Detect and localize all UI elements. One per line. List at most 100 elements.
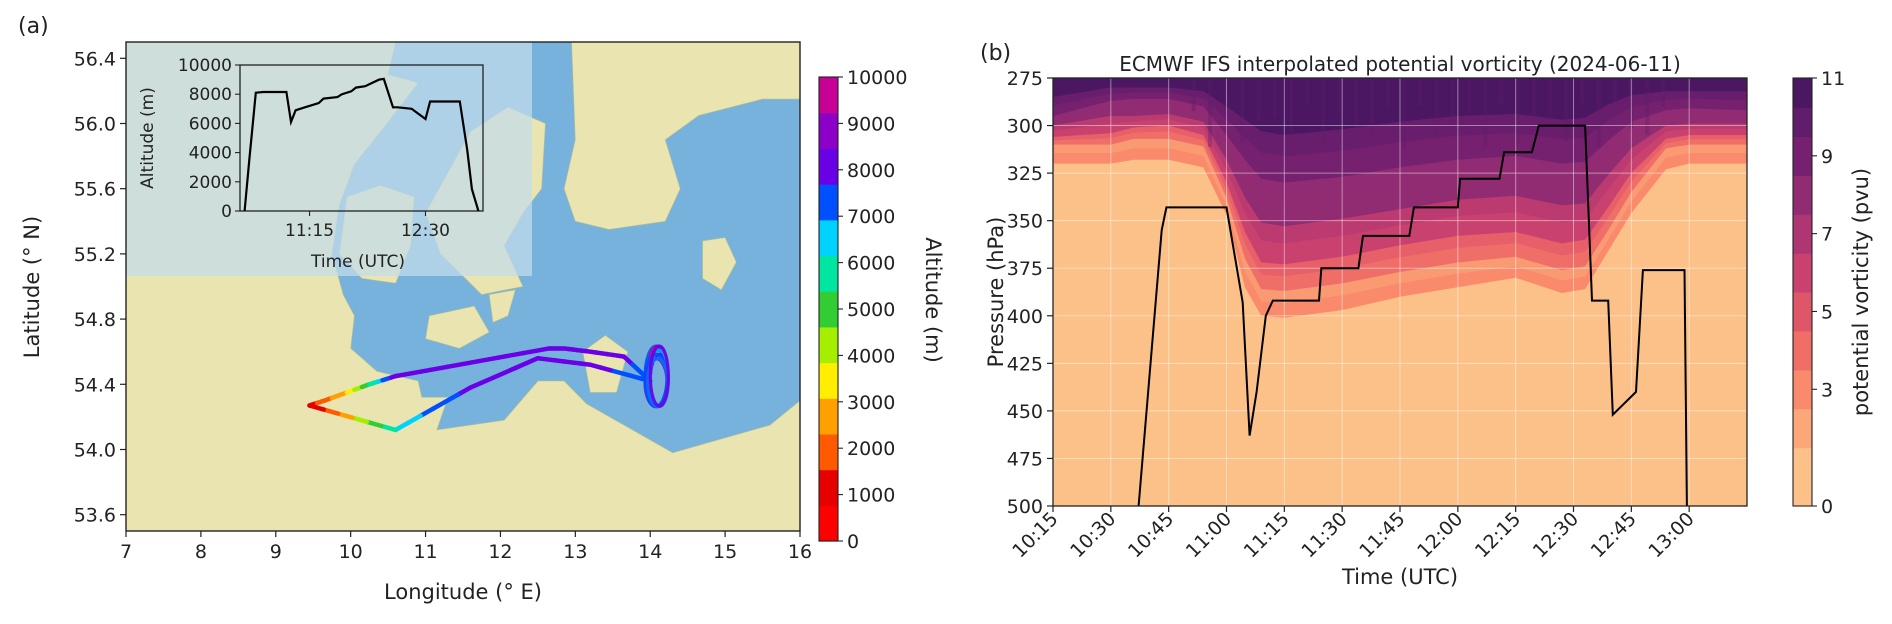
pv-streak xyxy=(1353,78,1358,128)
pv-streak xyxy=(1256,78,1261,120)
land-polygon xyxy=(702,237,737,291)
pv-streak xyxy=(1645,78,1650,135)
altitude-colorbar-tick-label: 7000 xyxy=(847,206,895,228)
pv-x-ticks: 10:15 10:30 10:45 11:00 11:15 11:30 11:45 12:00… xyxy=(1008,506,1699,562)
altitude-colorbar-band xyxy=(819,112,838,149)
map-x-tick-label: 8 xyxy=(195,541,207,563)
pv-streak xyxy=(1531,78,1536,119)
altitude-colorbar-label: Altitude (m) xyxy=(921,237,945,363)
altitude-colorbar-tick-label: 4000 xyxy=(847,345,895,367)
pv-streak xyxy=(1272,78,1277,120)
inset-x-tick-label: 12:30 xyxy=(401,221,450,241)
map-x-ticks: 7 8 9 10 11 12 13 14 15 16 xyxy=(120,531,812,563)
pv-x-tick-label: 11:30 xyxy=(1297,508,1351,562)
track-segment xyxy=(405,413,423,426)
pv-streak xyxy=(1402,78,1407,149)
altitude-colorbar-band xyxy=(819,362,838,399)
altitude-colorbar-tick-label: 5000 xyxy=(847,299,895,321)
pv-streak xyxy=(1386,78,1391,107)
inset-altitude-line xyxy=(243,77,480,211)
pv-streak xyxy=(1207,78,1212,148)
pv-x-tick-label: 10:45 xyxy=(1124,508,1178,562)
pv-colorbar-band xyxy=(1793,408,1812,449)
inset-x-tick-label: 11:15 xyxy=(285,221,334,241)
map-y-tick-label: 54.4 xyxy=(74,374,116,396)
pv-colorbar-band xyxy=(1793,369,1812,410)
track-segment xyxy=(455,385,473,397)
track-segment xyxy=(393,369,424,379)
pv-y-tick-label: 350 xyxy=(1007,211,1043,233)
altitude-colorbar-tick-label: 9000 xyxy=(847,113,895,135)
inset-y-tick-label: 2000 xyxy=(189,173,232,193)
pv-y-label: Pressure (hPa) xyxy=(984,217,1008,368)
altitude-colorbar-band xyxy=(819,255,838,292)
inset-y-tick-label: 0 xyxy=(221,202,232,222)
pv-streak xyxy=(1337,78,1342,112)
pv-x-tick-label: 12:15 xyxy=(1471,508,1525,562)
pv-x-tick-label: 11:00 xyxy=(1182,508,1236,562)
altitude-colorbar-tick-label: 10000 xyxy=(847,67,907,89)
pv-y-tick-label: 325 xyxy=(1007,163,1043,185)
panel-b-label: (b) xyxy=(980,41,1011,66)
pv-streak xyxy=(1224,78,1229,104)
pv-colorbar: 0 3 5 7 9 11 xyxy=(1792,68,1845,518)
altitude-colorbar-band xyxy=(819,184,838,221)
pv-colorbar-tick-label: 7 xyxy=(1821,224,1833,246)
altitude-colorbar-tick-label: 8000 xyxy=(847,160,895,182)
track-segment xyxy=(443,392,461,404)
map-y-label: Latitude (° N) xyxy=(20,216,44,358)
inset-y-tick-label: 8000 xyxy=(189,85,232,105)
pv-x-tick-label: 11:15 xyxy=(1240,508,1294,562)
pv-streak xyxy=(1612,78,1617,111)
track-segment xyxy=(378,423,398,433)
map-y-tick-label: 54.0 xyxy=(74,440,116,462)
pv-colorbar-band xyxy=(1793,330,1812,371)
pv-streak xyxy=(1661,78,1666,107)
pv-streak xyxy=(1515,78,1520,143)
track-segment xyxy=(521,346,552,356)
pv-x-label: Time (UTC) xyxy=(1341,565,1458,589)
altitude-colorbar-tick-label: 3000 xyxy=(847,392,895,414)
pv-y-tick-label: 425 xyxy=(1007,353,1043,375)
pv-colorbar-band xyxy=(1793,136,1812,176)
pv-y-tick-label: 450 xyxy=(1007,401,1043,423)
pv-colorbar-frame xyxy=(1792,77,1813,507)
pv-colorbar-tick-label: 9 xyxy=(1821,146,1833,168)
track-segment xyxy=(393,420,411,433)
map-y-tick-label: 54.8 xyxy=(74,309,116,331)
map-x-tick-label: 15 xyxy=(713,541,737,563)
altitude-colorbar-band xyxy=(819,77,838,114)
pv-grid xyxy=(1053,78,1747,506)
map-y-tick-label: 56.0 xyxy=(74,114,116,136)
altitude-colorbar-tick-label: 2000 xyxy=(847,438,895,460)
pv-colorbar-label: potential vorticity (pvu) xyxy=(1849,168,1873,416)
pv-colorbar-band xyxy=(1793,214,1812,254)
pv-streak xyxy=(1564,78,1569,142)
pv-streak xyxy=(1418,78,1423,107)
pv-y-tick-label: 375 xyxy=(1007,258,1043,280)
map-frame xyxy=(125,41,801,532)
land-polygon xyxy=(563,42,800,230)
pv-colorbar-band xyxy=(1793,447,1812,507)
altitude-colorbar-tick-label: 1000 xyxy=(847,485,895,507)
track-segment xyxy=(444,360,475,370)
pv-streak xyxy=(1191,78,1196,112)
inset-x-ticks: 11:15 12:30 xyxy=(285,211,450,241)
altitude-colorbar-band xyxy=(819,505,838,542)
pv-band xyxy=(1053,125,1747,277)
altitude-colorbar-tick-label: 0 xyxy=(847,531,859,553)
altitude-colorbar-band xyxy=(819,433,838,471)
pv-band xyxy=(1053,78,1747,136)
track-segment xyxy=(364,419,384,429)
pv-flight-pressure-line xyxy=(1137,124,1688,506)
pv-streak xyxy=(1240,78,1245,143)
altitude-colorbar-band xyxy=(819,291,838,328)
pv-band xyxy=(1053,98,1747,203)
inset-x-label: Time (UTC) xyxy=(310,252,405,272)
pv-y-tick-label: 300 xyxy=(1007,116,1043,138)
pv-colorbar-tick-label: 11 xyxy=(1821,68,1845,90)
pv-y-tick-label: 275 xyxy=(1007,68,1043,90)
inset-frame xyxy=(239,64,484,212)
track-segment xyxy=(307,403,327,412)
